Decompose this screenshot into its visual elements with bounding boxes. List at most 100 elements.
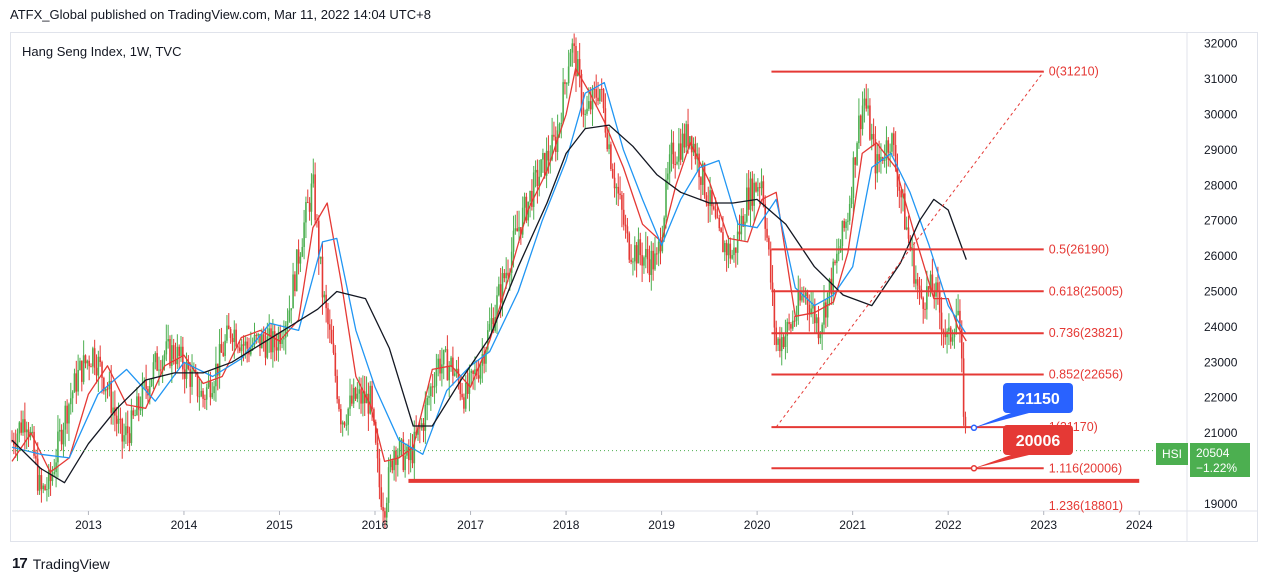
price-callout-label: 21150 [1016,391,1060,408]
candle-body [777,338,779,345]
candle-body [525,196,528,221]
candle-body [630,259,632,262]
candle-body [565,83,568,85]
x-tick-label: 2024 [1126,518,1153,532]
candle-body [613,177,616,189]
candle-body [270,328,272,353]
x-tick-label: 2023 [1030,518,1057,532]
y-tick-label: 28000 [1204,178,1238,192]
candle-body [848,203,851,221]
candle-body [303,222,305,247]
candle-body [953,332,956,338]
candle-body [183,369,186,379]
candle-body [207,380,210,388]
candle-body [742,215,744,227]
candle-body [904,193,906,230]
symbol-title: Hang Seng Index, 1W, TVC [22,44,182,59]
candle-body [514,228,517,231]
candle-body [62,429,65,445]
candle-body [637,239,640,264]
candle-body [791,320,794,329]
candle-body [573,43,575,47]
candle-body [626,226,629,234]
candle-body [617,186,620,194]
candle-body [898,186,901,191]
candle-body [97,356,100,376]
candle-body [707,203,710,206]
candle-body [639,239,642,256]
candle-body [44,485,46,490]
candle-body [238,347,241,352]
candle-body [703,163,706,196]
candle-body [678,143,680,162]
candle-body [784,335,787,347]
candle-body [439,358,441,374]
candle-body [960,329,963,359]
candle-body [242,344,245,346]
candle-body [600,88,603,90]
candle-body [294,274,296,292]
candle-body [782,337,785,347]
candle-body [597,97,599,102]
candle-body [652,250,654,270]
last-price-value: 20504 [1196,446,1230,460]
candle-body [137,396,140,410]
candle-body [354,387,357,399]
candle-body [314,174,316,221]
y-tick-label: 21000 [1204,426,1238,440]
candle-body [909,238,912,251]
fib-level-label: 0.852(22656) [1049,367,1123,381]
candle-body [47,469,50,490]
candle-body [273,331,276,348]
candle-body [441,364,443,374]
candle-body [814,305,816,324]
candle-body [222,352,225,356]
candle-body [272,331,274,353]
candle-body [312,174,315,184]
candle-body [391,460,394,471]
candle-body [18,422,21,434]
blue-moving-average [11,81,967,459]
candle-body [615,186,618,189]
candle-body [628,233,631,260]
fib-level-label: 0.736(23821) [1049,326,1123,340]
candle-body [512,230,515,252]
candle-body [674,163,676,165]
candle-body [204,398,206,400]
candle-body [292,274,294,309]
candle-body [205,387,208,400]
candle-body [446,349,449,381]
candle-body [376,442,379,459]
candle-body [27,429,30,438]
candle-body [275,347,278,351]
candle-body [174,358,177,365]
candle-body [345,424,348,426]
candle-body [261,334,263,349]
candle-body [128,433,131,444]
candle-body [290,308,293,311]
candle-body [450,357,452,367]
candle-body [321,256,324,298]
candle-body [738,231,741,235]
candle-body [959,310,961,330]
candle-body [158,369,160,371]
candle-body [411,447,414,464]
candle-body [121,419,124,442]
candle-body [213,386,215,394]
candle-body [672,142,675,164]
candle-body [117,418,120,424]
candle-body [189,368,191,387]
candle-body [297,249,300,264]
candle-body [398,440,401,456]
candle-body [929,274,932,290]
candle-body [156,353,158,371]
candle-body [836,253,838,264]
y-tick-label: 23000 [1204,355,1238,369]
candle-body [722,232,724,253]
candle-body [281,339,283,344]
candle-body [775,327,778,345]
candle-body [709,190,711,206]
candle-body [850,197,853,204]
candle-body [578,59,581,74]
